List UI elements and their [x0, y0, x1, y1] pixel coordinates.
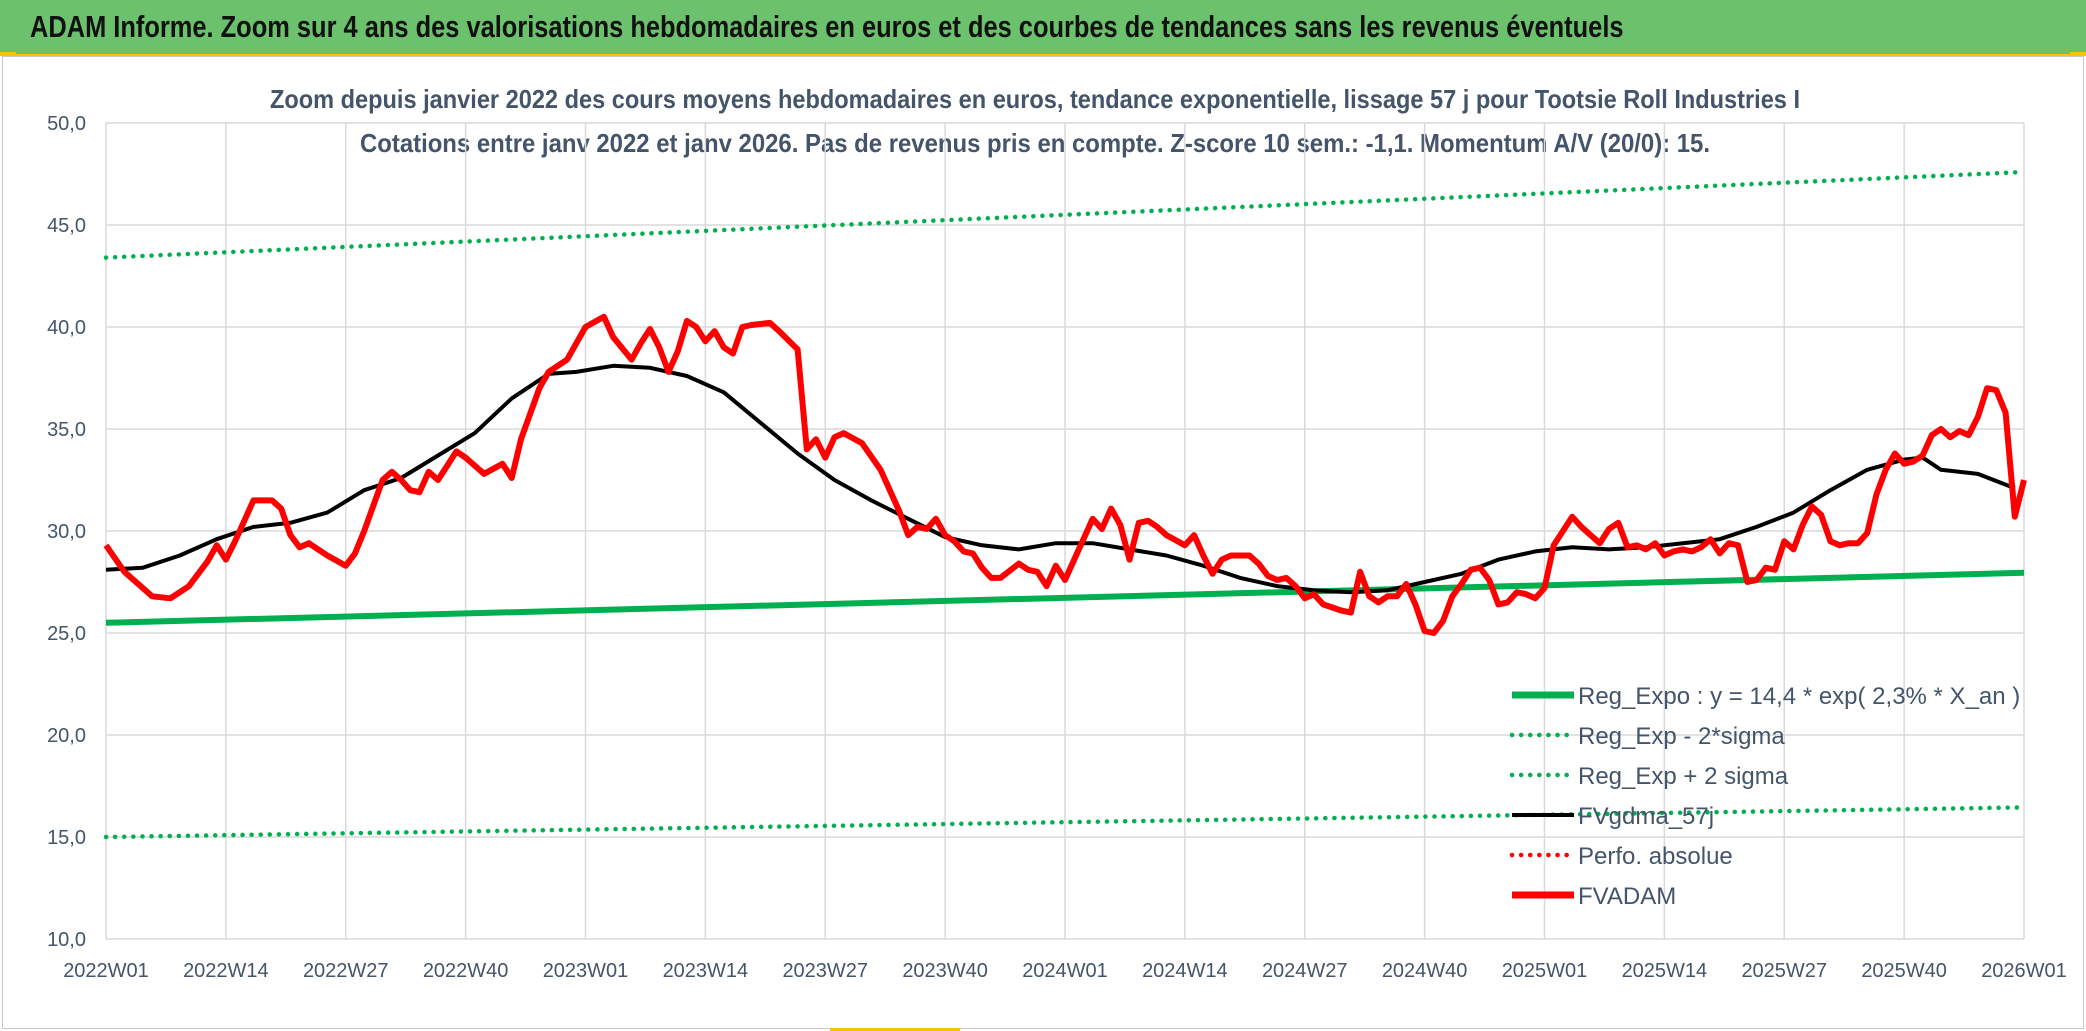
chart-title: Zoom depuis janvier 2022 des cours moyen… [270, 84, 1800, 114]
x-tick-label: 2022W40 [423, 960, 509, 982]
series-layer [103, 169, 2027, 840]
x-tick-label: 2024W27 [1262, 960, 1348, 982]
legend: Reg_Expo : y = 14,4 * exp( 2,3% * X_an )… [1509, 683, 2020, 910]
legend-label: FVADAM [1578, 883, 1676, 910]
corner-accent-left [0, 52, 16, 56]
gridlines [105, 122, 2025, 940]
chart-frame [2, 56, 2084, 1029]
series-reg-expo-y-14-4-exp-2-3-x-an-line [105, 569, 2025, 626]
bottom-accent [830, 1028, 960, 1031]
x-tick-label: 2024W14 [1142, 960, 1228, 982]
y-tick-label: 10,0 [47, 929, 86, 951]
y-tick-label: 15,0 [47, 827, 86, 849]
x-tick-label: 2025W40 [1861, 960, 1947, 982]
x-tick-label: 2022W27 [303, 960, 389, 982]
title-backdrop [270, 82, 1810, 126]
y-tick-label: 45,0 [47, 215, 86, 237]
header-banner: ADAM Informe. Zoom sur 4 ans des valoris… [0, 0, 2086, 56]
y-tick-label: 20,0 [47, 725, 86, 747]
x-tick-label: 2024W40 [1382, 960, 1468, 982]
x-tick-label: 2023W14 [663, 960, 749, 982]
x-tick-label: 2023W27 [782, 960, 868, 982]
x-tick-label: 2024W01 [1022, 960, 1108, 982]
series-fvgdma-57j-line [105, 363, 2016, 595]
series-reg-exp-2-sigma-line [103, 805, 2027, 840]
y-tick-label: 40,0 [47, 317, 86, 339]
series-reg-exp-2-sigma-line [103, 169, 2027, 260]
legend-label: Perfo. absolue [1578, 843, 1733, 870]
y-tick-label: 35,0 [47, 419, 86, 441]
x-tick-label: 2025W27 [1741, 960, 1827, 982]
x-tick-label: 2023W01 [543, 960, 629, 982]
legend-label: FVgdma_57j [1578, 803, 1714, 830]
y-tick-label: 25,0 [47, 623, 86, 645]
x-axis-ticks: 2022W01 2022W14 2022W27 2022W40 2023W01 2023W… [63, 960, 2067, 982]
page-title: ADAM Informe. Zoom sur 4 ans des valoris… [30, 9, 1624, 44]
y-axis-ticks: 10,0 15,0 20,0 25,0 30,0 35,0 40,0 45,0 50,0 [47, 113, 86, 951]
x-tick-label: 2026W01 [1981, 960, 2067, 982]
corner-accent-right [2070, 52, 2086, 56]
chart-subtitle: Cotations entre janv 2022 et janv 2026. … [360, 128, 1710, 158]
series-fvadam-line [103, 313, 2027, 636]
x-tick-label: 2023W40 [902, 960, 988, 982]
x-tick-label: 2025W01 [1502, 960, 1588, 982]
x-tick-label: 2022W01 [63, 960, 149, 982]
x-tick-label: 2022W14 [183, 960, 269, 982]
y-tick-label: 50,0 [47, 113, 86, 135]
x-tick-label: 2025W14 [1622, 960, 1708, 982]
legend-label: Reg_Exp + 2 sigma [1578, 763, 1789, 790]
legend-label: Reg_Expo : y = 14,4 * exp( 2,3% * X_an ) [1578, 683, 2020, 710]
y-tick-label: 30,0 [47, 521, 86, 543]
legend-label: Reg_Exp - 2*sigma [1578, 723, 1785, 750]
